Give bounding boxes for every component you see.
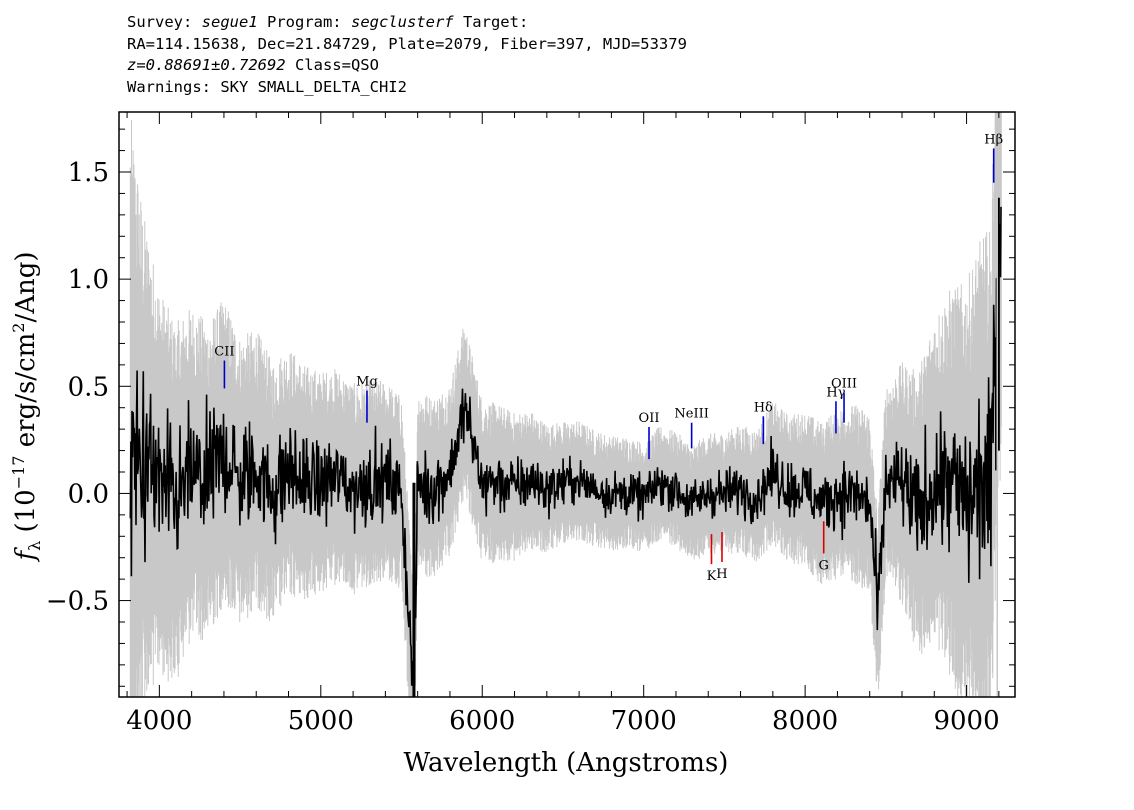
header-line-survey: Survey: segue1 Program: segclusterf Targ… — [127, 12, 687, 34]
line-label-hγ: Hγ — [826, 385, 845, 400]
spectrum-header: Survey: segue1 Program: segclusterf Targ… — [127, 12, 687, 98]
survey-label: Survey: — [127, 13, 202, 31]
line-label-mg: Mg — [356, 375, 378, 390]
axes: 4000 5000 6000 7000 8000 9000 −0.5 0.0 0.5 1.0 1.5 — [46, 111, 1016, 736]
redshift-value: z=0.88691±0.72692 — [127, 56, 286, 74]
survey-value: segue1 — [201, 13, 258, 31]
line-label-oiii: OIII — [831, 377, 857, 392]
x-tick-label: 5000 — [288, 706, 354, 736]
x-tick-label: 7000 — [611, 706, 677, 736]
program-value: segclusterf — [350, 13, 454, 31]
line-label-oii: OII — [639, 411, 660, 426]
error-band — [129, 112, 1002, 697]
x-axis-title: Wavelength (Angstroms) — [404, 748, 729, 778]
header-line-coordinates: RA=114.15638, Dec=21.84729, Plate=2079, … — [127, 34, 687, 53]
flux-trace — [129, 206, 1002, 698]
x-tick-label: 4000 — [126, 706, 192, 736]
header-line-redshift: z=0.88691±0.72692 Class=QSO — [127, 55, 687, 77]
y-tick-label: 0.0 — [68, 479, 109, 509]
y-axis-title: fλ (10−17 erg/s/cm2/Ang) — [9, 251, 44, 562]
x-tick-label: 8000 — [772, 706, 838, 736]
line-label-neiii: NeIII — [674, 407, 708, 422]
header-line-warnings: Warnings: SKY SMALL_DELTA_CHI2 — [127, 77, 407, 96]
line-label-h: H — [716, 567, 727, 582]
y-tick-label: 1.0 — [68, 265, 109, 295]
line-label-g: G — [818, 558, 828, 573]
error-envelope — [129, 112, 1002, 697]
flux-series — [129, 112, 1002, 698]
x-tick-label: 6000 — [449, 706, 515, 736]
plot-frame — [118, 111, 1016, 698]
program-label: Program: — [257, 13, 351, 31]
line-label-hβ: Hβ — [984, 132, 1003, 147]
target-label: Target: — [453, 13, 529, 31]
class-value: Class=QSO — [285, 56, 379, 74]
line-label-k: K — [707, 569, 717, 584]
y-tick-label: 0.5 — [68, 372, 109, 402]
line-label-cii: CII — [214, 345, 234, 360]
x-tick-label: 9000 — [933, 706, 999, 736]
line-label-hδ: Hδ — [754, 400, 773, 415]
y-tick-label: 1.5 — [68, 158, 109, 188]
y-tick-label: −0.5 — [46, 587, 109, 617]
